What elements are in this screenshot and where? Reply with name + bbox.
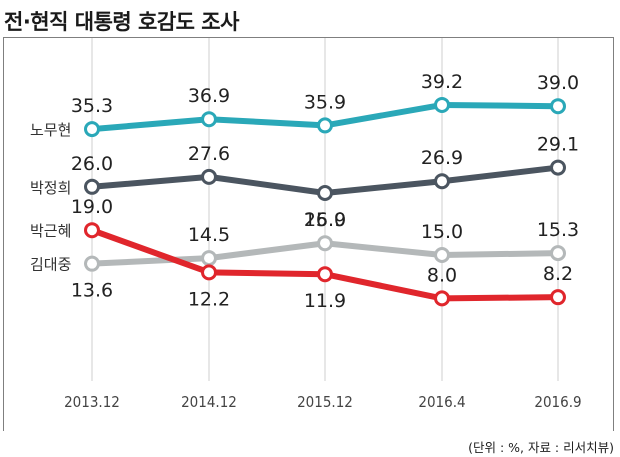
data-label: 12.2 [188, 288, 230, 310]
data-point [434, 96, 450, 113]
data-label: 14.5 [188, 224, 230, 246]
x-tick-label: 2013.12 [64, 393, 120, 411]
value-labels-3: 13.6 14.5 16.9 15.0 15.3 [71, 209, 579, 301]
data-label: 16.9 [304, 209, 346, 231]
data-label: 39.0 [537, 72, 579, 94]
value-labels-1: 26.0 27.6 25.0 26.9 29.1 [71, 134, 579, 231]
data-label: 39.2 [421, 71, 463, 93]
data-point [84, 255, 100, 272]
data-label: 35.9 [304, 91, 346, 113]
x-tick-label: 2015.12 [297, 393, 353, 411]
data-point [317, 117, 333, 134]
series-0 [84, 96, 566, 138]
value-labels-0: 35.3 36.9 35.9 39.2 39.0 [71, 71, 579, 117]
data-label: 35.3 [71, 95, 113, 117]
data-point [317, 266, 333, 283]
data-point [201, 264, 217, 281]
grid-lines [91, 38, 559, 381]
data-point [550, 98, 566, 115]
data-label: 11.9 [304, 290, 346, 312]
source-note: (단위 : %, 자료 : 리서치뷰) [468, 440, 614, 455]
x-tick-label: 2014.12 [181, 393, 237, 411]
data-label: 26.9 [421, 147, 463, 169]
data-label: 15.0 [421, 221, 463, 243]
series-2 [84, 222, 566, 307]
chart-title: 전·현직 대통령 호감도 조사 [4, 10, 239, 34]
x-tick-label: 2016.9 [534, 393, 581, 411]
x-axis-ticks: 2013.12 2014.12 2015.12 2016.4 2016.9 [64, 393, 582, 411]
data-point [201, 111, 217, 128]
data-point [317, 235, 333, 252]
series-name-label: 박정희 [30, 179, 71, 197]
series-1 [84, 159, 566, 201]
data-label: 15.3 [537, 219, 579, 241]
data-point [550, 245, 566, 262]
data-label: 36.9 [188, 85, 230, 107]
data-point [550, 289, 566, 306]
data-label: 25.0 [304, 209, 346, 231]
data-point [434, 290, 450, 307]
data-point [434, 247, 450, 263]
data-point [84, 222, 100, 239]
data-label: 29.1 [537, 134, 579, 156]
data-label: 8.2 [543, 263, 573, 285]
series-name-label: 김대중 [30, 256, 71, 274]
data-point [317, 185, 333, 201]
data-point [434, 173, 450, 190]
x-tick-label: 2016.4 [418, 393, 465, 411]
data-label: 27.6 [188, 143, 230, 165]
data-point [201, 250, 217, 267]
data-point [84, 178, 100, 195]
series-name-label: 박근혜 [30, 222, 71, 240]
data-label: 8.0 [427, 264, 457, 286]
data-point [84, 121, 100, 138]
data-label: 26.0 [71, 153, 113, 175]
data-label: 19.0 [71, 196, 113, 218]
data-point [201, 168, 217, 185]
data-label: 13.6 [71, 280, 113, 302]
chart-frame [3, 37, 614, 431]
data-point [550, 159, 566, 176]
series-name-label: 노무현 [30, 121, 71, 139]
value-labels-2: 19.0 12.2 11.9 8.0 8.2 [71, 196, 573, 312]
